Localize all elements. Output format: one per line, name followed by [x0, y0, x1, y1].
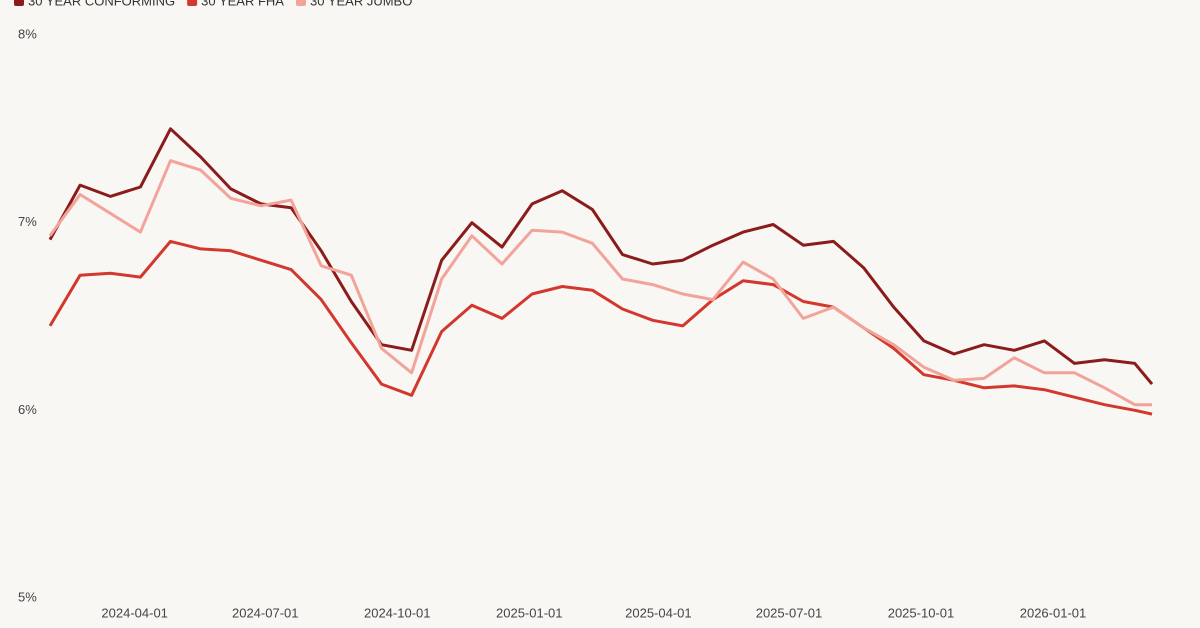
legend-label: 30 YEAR JUMBO: [310, 0, 412, 8]
y-tick-label: 7%: [18, 214, 37, 229]
x-tick-label: 2025-10-01: [888, 605, 955, 620]
y-tick-label: 6%: [18, 402, 37, 417]
series-line: [48, 127, 1154, 386]
legend-label: 30 YEAR FHA: [201, 0, 284, 8]
x-tick-label: 2025-04-01: [625, 605, 692, 620]
x-tick-label: 2025-07-01: [756, 605, 823, 620]
x-tick-label: 2026-01-01: [1020, 605, 1087, 620]
x-tick-label: 2025-01-01: [496, 605, 563, 620]
y-tick-label: 5%: [18, 589, 37, 604]
legend: 30 YEAR CONFORMING 30 YEAR FHA 30 YEAR JUM…: [14, 0, 412, 8]
y-tick-label: 8%: [18, 26, 37, 41]
legend-swatch: [295, 0, 306, 6]
legend-swatch: [187, 0, 198, 6]
x-tick-label: 2024-10-01: [364, 605, 431, 620]
series-line: [48, 239, 1153, 416]
x-tick-label: 2024-07-01: [232, 605, 299, 620]
legend-label: 30 YEAR CONFORMING: [28, 0, 175, 8]
series-line: [48, 159, 1152, 407]
legend-swatch: [14, 0, 24, 6]
x-tick-label: 2024-04-01: [101, 605, 168, 620]
